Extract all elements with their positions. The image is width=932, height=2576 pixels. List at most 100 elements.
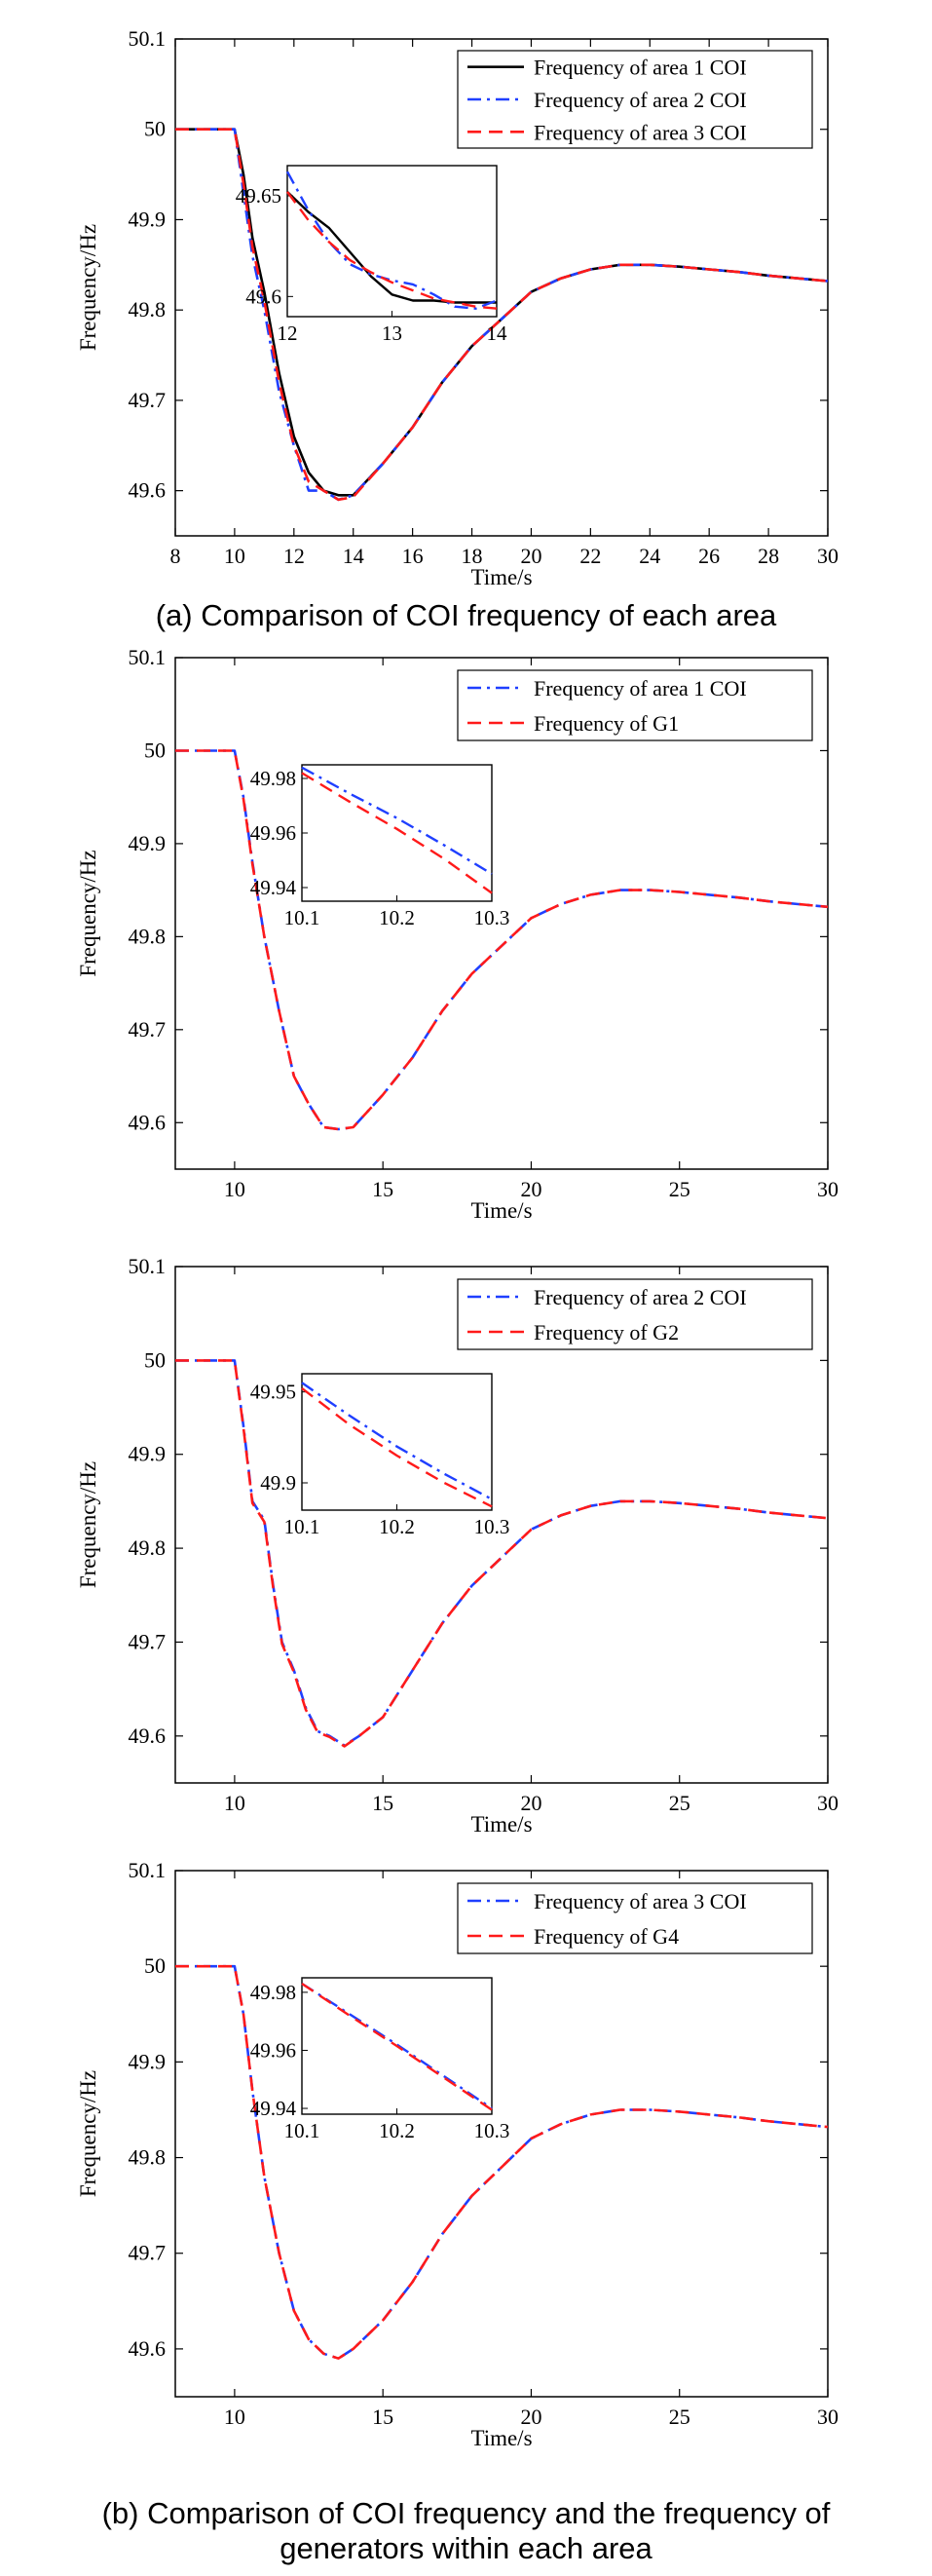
y-tick-label: 50.1 <box>129 1254 167 1278</box>
chart-panel-2: 10 15 20 25 30 49.6 49.7 49.8 49.9 50 50.1 Time/s Fr… <box>76 645 839 1223</box>
y-tick-label: 50 <box>144 117 166 141</box>
inset-y-tick-label: 49.6 <box>245 284 281 308</box>
caption-a: (a) Comparison of COI frequency of each … <box>155 598 777 632</box>
inset-x-tick-label: 10.3 <box>474 1515 510 1538</box>
inset-chart: 12 13 14 49.6 49.65 <box>236 165 508 345</box>
series-line-2 <box>175 749 829 1131</box>
legend-box <box>457 1278 813 1350</box>
x-axis-label: Time/s <box>470 2426 532 2450</box>
inset-series-line-2 <box>285 170 498 310</box>
y-tick-label: 49.9 <box>129 1442 167 1466</box>
x-tick-label: 25 <box>669 2405 690 2429</box>
inset-series-line-2 <box>301 772 493 894</box>
legend-label-1: Frequency of area 3 COI <box>534 1889 747 1913</box>
x-tick-label: 10 <box>224 1791 245 1815</box>
y-tick-label: 50 <box>144 738 166 762</box>
x-tick-label: 26 <box>698 544 720 568</box>
inset-x-tick-label: 14 <box>487 322 508 345</box>
series-line-2 <box>175 1359 829 1748</box>
x-axis-label: Time/s <box>470 1812 532 1837</box>
legend: Frequency of area 1 COI Frequency of area… <box>457 50 813 149</box>
chart-panel-1: 8 10 12 14 16 18 20 22 24 26 28 30 49.6 49.7 49.8 49.9 5… <box>76 26 839 589</box>
y-axis-label: Frequency/Hz <box>76 850 100 976</box>
inset-series-line-1 <box>301 1982 493 2109</box>
x-tick-label: 22 <box>579 544 601 568</box>
series-line-3 <box>175 128 829 502</box>
inset-x-tick-label: 10.3 <box>474 906 510 929</box>
chart-panel-4: 10 15 20 25 30 49.6 49.7 49.8 49.9 50 50.1 Time/s Fr… <box>76 1858 839 2450</box>
plot-frame <box>174 38 829 537</box>
series-line-1 <box>175 1359 829 1747</box>
x-tick-label: 10 <box>224 544 245 568</box>
y-tick-label: 49.9 <box>129 831 167 855</box>
legend-box <box>457 669 813 741</box>
x-tick-label: 28 <box>758 544 779 568</box>
y-tick-label: 49.9 <box>129 207 167 231</box>
inset-frame <box>286 165 498 318</box>
x-tick-label: 15 <box>372 1177 393 1201</box>
legend-label-2: Frequency of G4 <box>534 1924 679 1949</box>
x-tick-label: 10 <box>224 2405 245 2429</box>
x-tick-label: 12 <box>283 544 305 568</box>
inset-chart: 10.1 10.2 10.3 49.94 49.96 49.98 <box>250 764 510 929</box>
inset-frame <box>301 1373 493 1511</box>
inset-x-tick-label: 12 <box>278 322 298 345</box>
y-tick-label: 50.1 <box>129 1858 167 1882</box>
inset-series-line-2 <box>301 1983 493 2111</box>
y-tick-label: 50 <box>144 1347 166 1372</box>
x-tick-label: 14 <box>343 544 364 568</box>
legend: Frequency of area 3 COI Frequency of G4 <box>457 1882 813 1954</box>
inset-x-tick-label: 10.1 <box>284 1515 320 1538</box>
y-tick-label: 49.8 <box>129 924 167 948</box>
plot-frame <box>174 1870 829 2398</box>
inset-x-tick-label: 10.3 <box>474 2119 510 2142</box>
inset-x-tick-label: 13 <box>382 322 402 345</box>
inset-y-tick-label: 49.95 <box>250 1381 296 1404</box>
x-tick-label: 25 <box>669 1791 690 1815</box>
legend-label-1: Frequency of area 1 COI <box>534 56 747 80</box>
inset-x-tick-label: 10.1 <box>284 2119 320 2142</box>
inset-series-line-1 <box>301 766 493 876</box>
caption-b-line2: generators within each area <box>280 2531 652 2565</box>
series-line-2 <box>175 1964 829 2360</box>
legend: Frequency of area 2 COI Frequency of G2 <box>457 1278 813 1350</box>
y-tick-label: 49.7 <box>129 388 167 412</box>
plot-frame <box>174 657 829 1170</box>
inset-x-tick-label: 10.2 <box>379 2119 415 2142</box>
inset-y-tick-label: 49.94 <box>250 2097 297 2120</box>
inset-y-tick-label: 49.98 <box>250 1981 296 2004</box>
x-tick-label: 30 <box>817 1177 839 1201</box>
y-tick-label: 50.1 <box>129 26 167 51</box>
inset-x-tick-label: 10.2 <box>379 1515 415 1538</box>
inset-x-tick-label: 10.2 <box>379 906 415 929</box>
x-tick-label: 30 <box>817 544 839 568</box>
x-tick-label: 20 <box>520 1791 541 1815</box>
x-tick-label: 8 <box>170 544 181 568</box>
inset-chart: 10.1 10.2 10.3 49.9 49.95 <box>250 1373 510 1538</box>
y-tick-label: 50 <box>144 1953 166 1978</box>
legend-label-3: Frequency of area 3 COI <box>534 120 747 144</box>
legend-label-1: Frequency of area 2 COI <box>534 1285 747 1309</box>
inset-y-tick-label: 49.96 <box>250 821 296 845</box>
y-tick-label: 49.7 <box>129 1629 167 1653</box>
y-tick-label: 49.6 <box>129 1724 167 1748</box>
y-tick-label: 49.8 <box>129 2145 167 2170</box>
legend-label-2: Frequency of area 2 COI <box>534 88 747 112</box>
x-tick-label: 30 <box>817 1791 839 1815</box>
y-tick-label: 49.6 <box>129 478 167 503</box>
legend-box <box>457 1882 813 1954</box>
legend: Frequency of area 1 COI Frequency of G1 <box>457 669 813 741</box>
inset-y-tick-label: 49.94 <box>250 876 297 899</box>
y-axis-label: Frequency/Hz <box>76 224 100 351</box>
y-tick-label: 49.8 <box>129 1535 167 1560</box>
x-axis-label: Time/s <box>470 565 532 589</box>
x-tick-label: 25 <box>669 1177 690 1201</box>
inset-series-line-2 <box>301 1386 493 1508</box>
inset-y-tick-label: 49.96 <box>250 2038 296 2062</box>
x-tick-label: 20 <box>520 544 541 568</box>
y-tick-label: 49.6 <box>129 2336 167 2361</box>
x-tick-label: 24 <box>639 544 660 568</box>
inset-series-line-1 <box>301 1382 493 1500</box>
x-tick-label: 20 <box>520 2405 541 2429</box>
x-tick-label: 10 <box>224 1177 245 1201</box>
